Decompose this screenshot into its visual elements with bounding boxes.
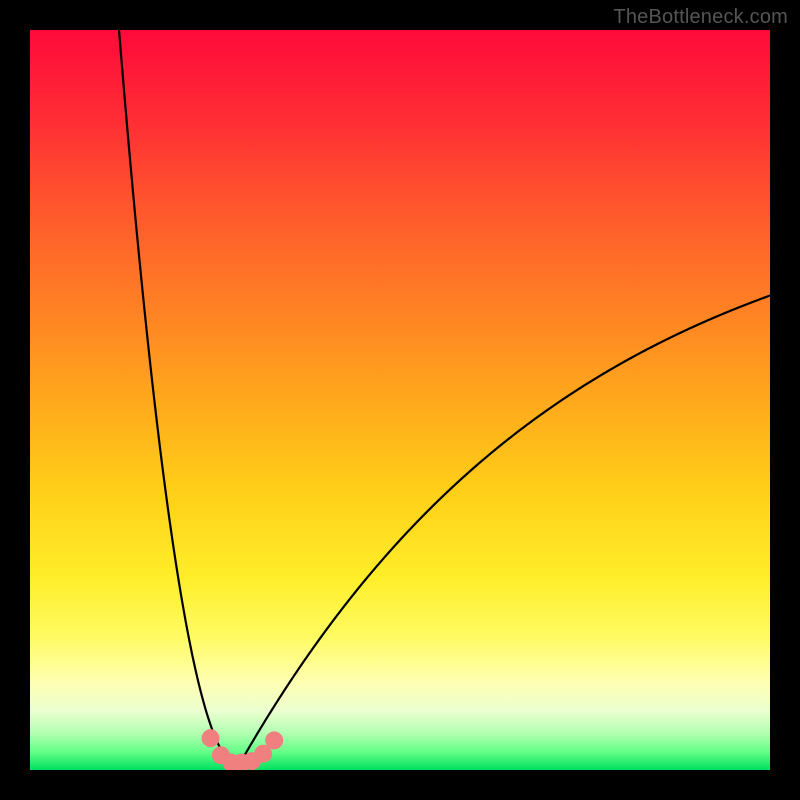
plot-svg xyxy=(30,30,770,770)
marker-point xyxy=(202,729,220,747)
plot-area xyxy=(30,30,770,770)
marker-point xyxy=(265,731,283,749)
plot-background xyxy=(30,30,770,770)
watermark-text: TheBottleneck.com xyxy=(613,6,788,29)
